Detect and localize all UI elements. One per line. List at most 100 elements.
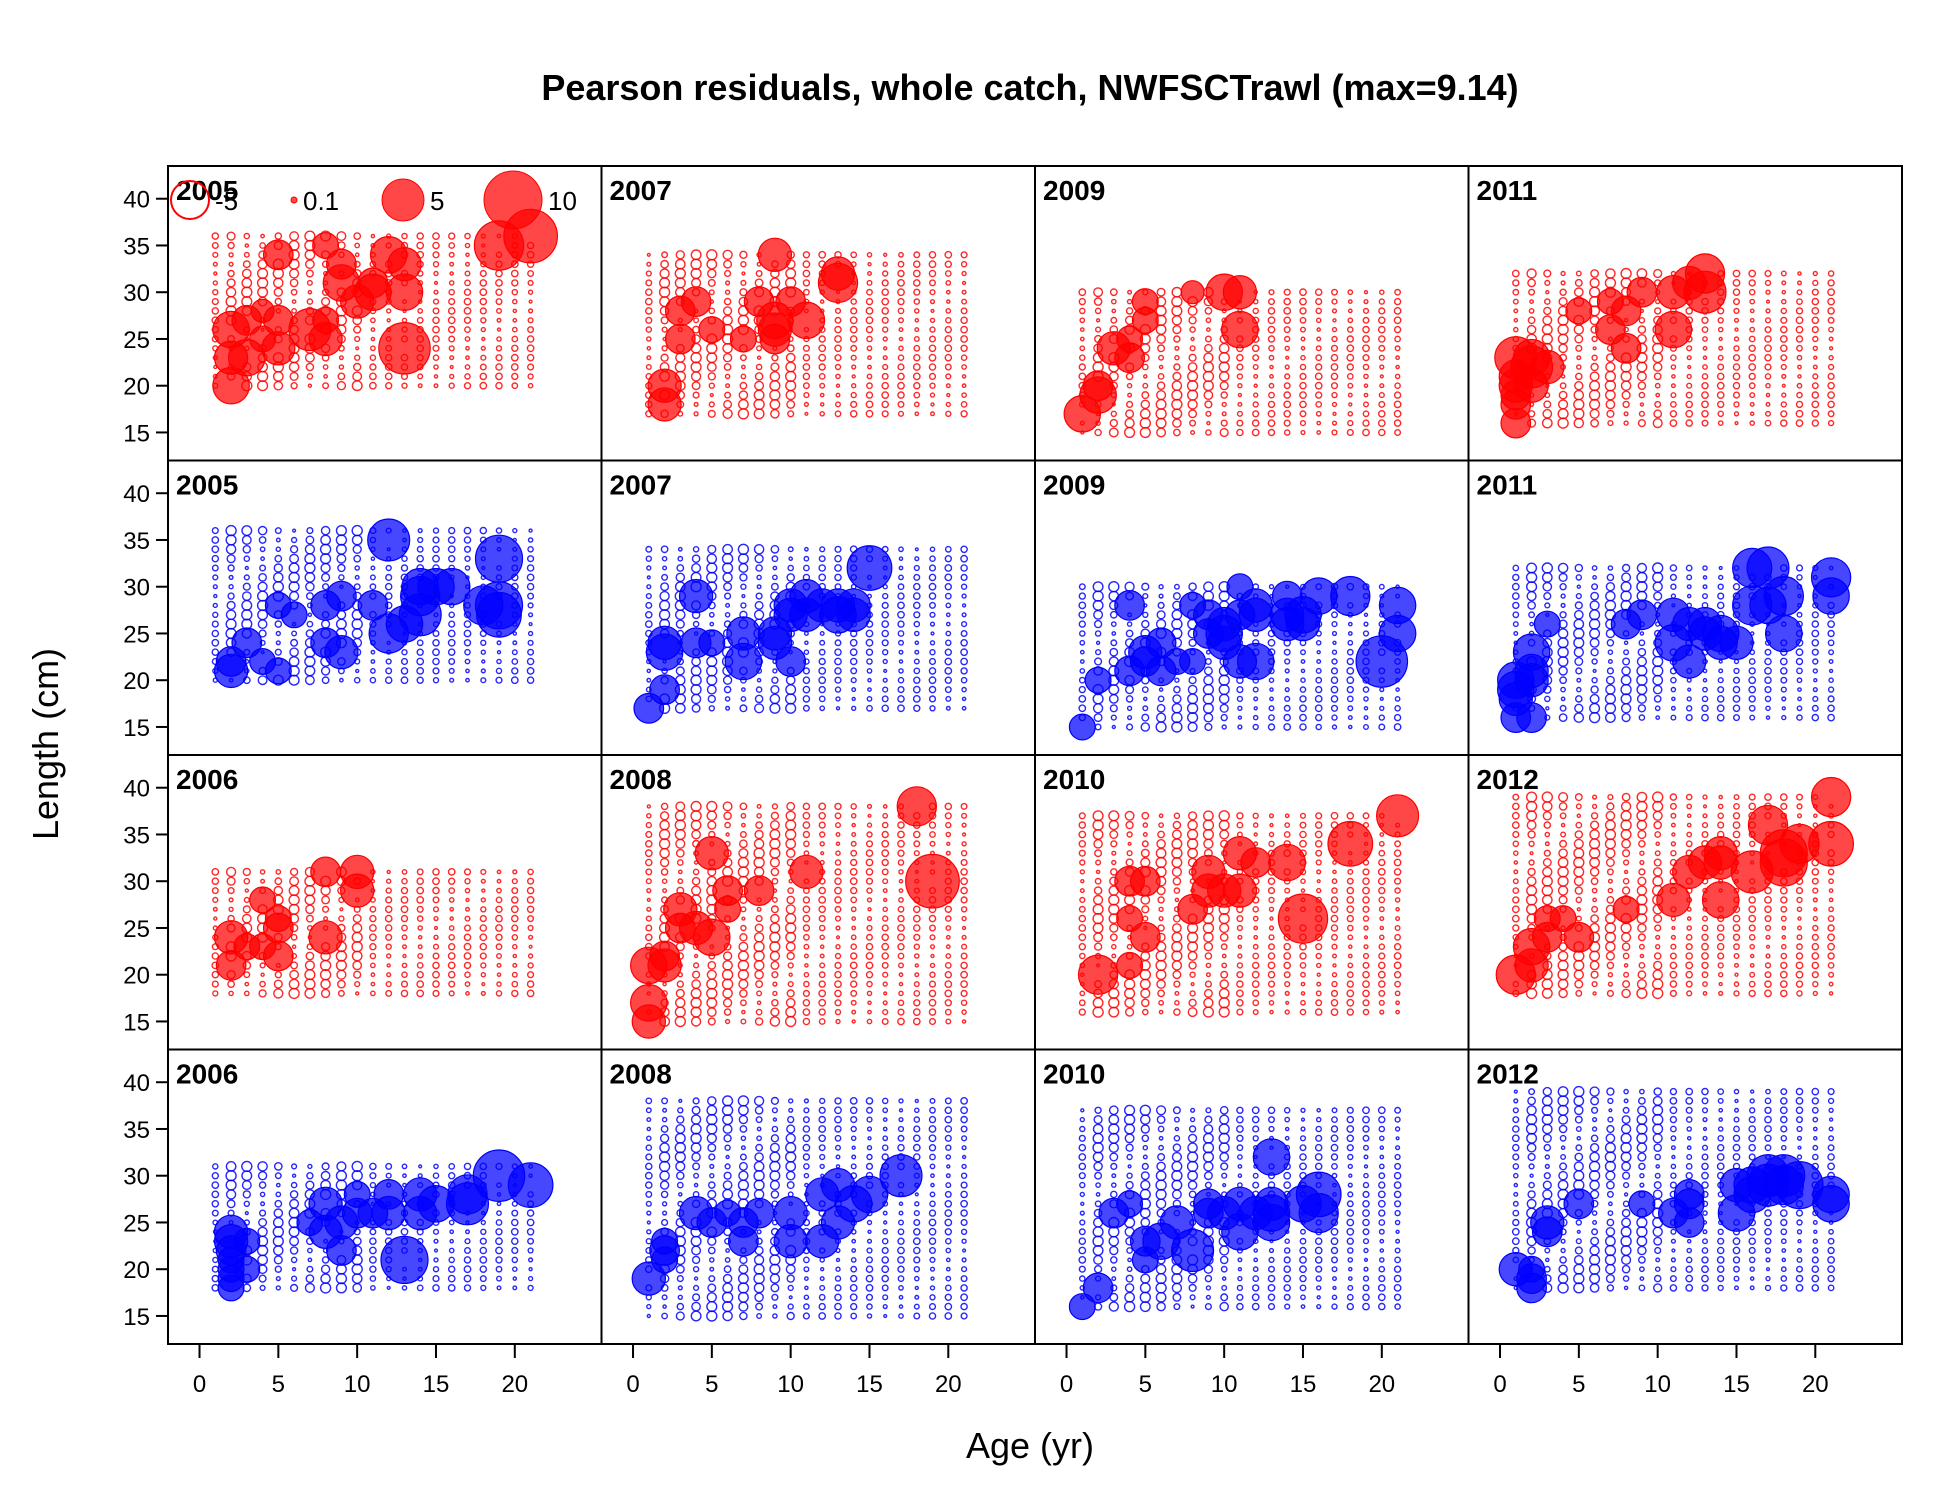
- residual-cell: [1687, 346, 1692, 351]
- residual-cell: [1175, 584, 1180, 589]
- residual-cell: [835, 803, 841, 809]
- residual-cell: [1079, 925, 1085, 931]
- residual-cell: [930, 565, 936, 571]
- residual-cell: [1204, 391, 1212, 399]
- residual-cell: [1797, 953, 1803, 959]
- residual-cell: [1301, 992, 1304, 995]
- residual-cell: [1829, 972, 1834, 977]
- residual-cell: [1205, 667, 1213, 675]
- residual-cell: [1718, 925, 1724, 931]
- residual-cell: [1574, 638, 1584, 648]
- residual-cell: [1590, 287, 1600, 297]
- residual-cell: [529, 290, 533, 294]
- residual-cell: [1638, 971, 1645, 978]
- residual-cell: [1545, 603, 1550, 608]
- residual-cell: [433, 355, 438, 360]
- residual-cell: [708, 962, 715, 969]
- residual-cell: [1380, 584, 1385, 589]
- residual-cell: [213, 898, 218, 903]
- residual-cell: [1735, 318, 1739, 322]
- residual-cell: [723, 545, 732, 554]
- residual-cell: [353, 961, 361, 969]
- residual-cell: [1363, 972, 1369, 978]
- residual-cell: [962, 622, 967, 627]
- residual-cell: [647, 1221, 650, 1224]
- residual-cell: [1718, 822, 1724, 828]
- residual-cell: [773, 669, 777, 673]
- residual-cell: [1172, 306, 1182, 316]
- residual-cell: [1253, 813, 1258, 818]
- residual-cell: [1363, 897, 1369, 903]
- residual-cell: [497, 954, 502, 959]
- residual-cell: [787, 574, 794, 581]
- residual-cell: [512, 290, 517, 295]
- residual-cell: [1638, 372, 1647, 381]
- residual-cell: [899, 337, 902, 340]
- residual-cell: [512, 990, 518, 996]
- residual-cell: [464, 1275, 470, 1281]
- residual-cell: [788, 565, 793, 570]
- residual-cell: [1781, 907, 1786, 912]
- residual-cell: [1622, 840, 1630, 848]
- residual-cell: [898, 289, 904, 295]
- residual-cell: [1159, 594, 1163, 598]
- residual-cell: [678, 860, 683, 865]
- residual-cell: [883, 916, 888, 921]
- residual-cell: [1348, 935, 1352, 939]
- residual-cell: [1395, 346, 1400, 351]
- residual-cell: [275, 1266, 281, 1272]
- residual-cell: [1671, 917, 1675, 921]
- residual-cell: [1395, 327, 1401, 333]
- residual-cell: [433, 537, 439, 543]
- residual-cell: [961, 991, 967, 997]
- residual-cell: [1172, 619, 1182, 629]
- residual-cell: [1703, 566, 1707, 570]
- residual-cell: [1270, 365, 1273, 368]
- residual-cell: [708, 363, 717, 372]
- residual-cell: [739, 400, 748, 409]
- residual-cell: [1671, 594, 1675, 598]
- residual-cell: [401, 668, 407, 674]
- residual-cell: [449, 878, 455, 884]
- residual-cell: [1590, 409, 1599, 418]
- residual-cell: [1080, 870, 1084, 874]
- residual-cell: [1672, 707, 1676, 711]
- residual-cell: [1797, 308, 1803, 314]
- residual-cell: [449, 669, 454, 674]
- residual-cell: [1828, 963, 1833, 968]
- residual-cell: [512, 270, 518, 276]
- residual-cell: [1605, 703, 1615, 713]
- residual-cell: [1527, 592, 1536, 601]
- residual-cell: [496, 528, 501, 533]
- residual-cell: [852, 814, 856, 818]
- residual-cell: [1734, 813, 1740, 819]
- residual-cell: [1316, 715, 1322, 721]
- residual-cell: [725, 1009, 731, 1015]
- residual-cell: [513, 641, 517, 645]
- residual-cell: [930, 603, 936, 609]
- residual-cell: [1637, 685, 1647, 695]
- residual-cell: [386, 915, 392, 921]
- residual-cell: [679, 548, 682, 551]
- residual-cell: [741, 697, 745, 701]
- residual-cell: [512, 383, 517, 388]
- residual-cell: [898, 308, 903, 313]
- residual-cell: [305, 250, 314, 259]
- residual-cell: [931, 963, 935, 967]
- residual-cell: [692, 279, 701, 288]
- residual-cell: [1637, 801, 1647, 811]
- residual-cell: [1363, 878, 1369, 884]
- bubble-point: [1812, 778, 1851, 817]
- residual-cell: [756, 981, 763, 988]
- bubble-point: [325, 636, 358, 669]
- residual-cell: [1219, 353, 1229, 363]
- residual-cell: [512, 1257, 517, 1262]
- residual-cell: [1702, 327, 1707, 332]
- residual-cell: [370, 355, 375, 360]
- residual-cell: [1348, 327, 1353, 332]
- residual-cell: [1349, 622, 1352, 625]
- residual-cell: [835, 556, 841, 562]
- residual-cell: [945, 355, 951, 361]
- residual-cell: [274, 278, 283, 287]
